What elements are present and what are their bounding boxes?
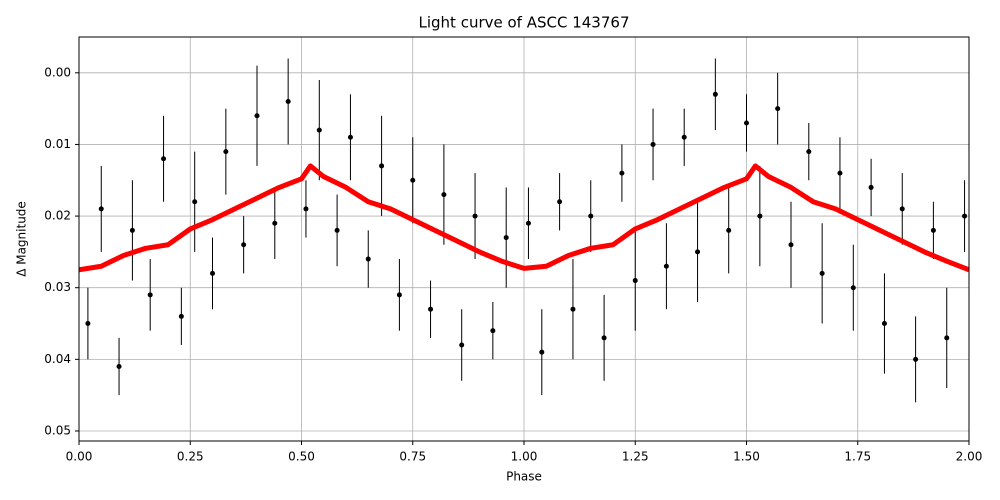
data-point — [525, 220, 531, 226]
trend-line — [79, 163, 969, 273]
data-point — [441, 192, 447, 198]
data-point — [775, 106, 781, 112]
data-point — [744, 120, 749, 126]
y-tick-label: 0.02 — [44, 209, 71, 223]
x-tick-label: 0.50 — [288, 450, 315, 464]
data-point — [347, 134, 353, 140]
data-point — [428, 306, 434, 312]
y-tick-label: 0.01 — [44, 137, 71, 151]
data-point — [868, 184, 874, 190]
y-tick-label: 0.00 — [44, 65, 71, 79]
data-point — [944, 335, 950, 341]
data-point — [757, 213, 763, 219]
data-point — [490, 328, 496, 334]
x-tick-label: 1.75 — [844, 450, 871, 464]
plot-frame — [78, 36, 970, 442]
x-tick-label: 1.50 — [733, 450, 760, 464]
data-point — [459, 342, 465, 348]
data-point — [192, 199, 198, 205]
y-axis-label: Δ Magnitude — [15, 201, 29, 277]
data-point — [303, 206, 309, 212]
x-tick-label: 0.75 — [399, 450, 426, 464]
data-point — [788, 242, 794, 248]
data-point — [619, 170, 625, 176]
data-point — [601, 335, 607, 341]
data-point — [881, 321, 887, 327]
data-point — [178, 313, 184, 319]
data-point — [681, 134, 687, 140]
data-point — [557, 199, 563, 205]
x-tick-label: 1.00 — [511, 450, 538, 464]
data-point — [726, 227, 732, 233]
plot-area — [79, 58, 969, 403]
data-point — [410, 177, 416, 183]
y-tick-label: 0.04 — [44, 352, 71, 366]
data-point — [379, 163, 385, 169]
x-tick-label: 0.25 — [177, 450, 204, 464]
data-point — [588, 213, 594, 219]
data-point — [396, 292, 402, 298]
data-point — [806, 149, 812, 155]
data-point — [837, 170, 843, 176]
data-point — [899, 206, 905, 212]
data-point — [316, 127, 322, 133]
x-tick-label: 2.00 — [956, 450, 983, 464]
data-point — [472, 213, 478, 219]
data-point — [819, 270, 825, 276]
data-point — [539, 349, 545, 355]
data-point — [116, 364, 122, 370]
y-tick-label: 0.03 — [44, 280, 71, 294]
data-point — [695, 249, 701, 255]
data-point — [147, 292, 153, 298]
data-point — [223, 149, 229, 155]
data-point — [913, 356, 919, 362]
y-tick-label: 0.05 — [44, 423, 71, 437]
data-point — [930, 227, 936, 233]
x-axis-label: Phase — [506, 470, 542, 484]
x-tick-label: 0.00 — [66, 450, 93, 464]
data-point — [85, 321, 91, 327]
data-point — [129, 227, 135, 233]
data-point — [712, 91, 718, 97]
data-point — [503, 235, 509, 241]
data-point — [570, 306, 576, 312]
data-point — [365, 256, 371, 262]
data-point — [272, 220, 278, 226]
data-point — [632, 278, 638, 284]
data-point — [161, 156, 167, 162]
x-tick-label: 1.25 — [622, 450, 649, 464]
data-point — [663, 263, 669, 269]
data-point — [241, 242, 247, 248]
data-point — [334, 227, 340, 233]
data-point — [850, 285, 856, 291]
data-point — [98, 206, 104, 212]
data-point — [210, 270, 215, 276]
data-point — [285, 98, 291, 104]
data-point — [962, 213, 968, 219]
data-point — [650, 141, 656, 147]
data-point — [254, 113, 260, 119]
chart-title: Light curve of ASCC 143767 — [419, 14, 630, 32]
